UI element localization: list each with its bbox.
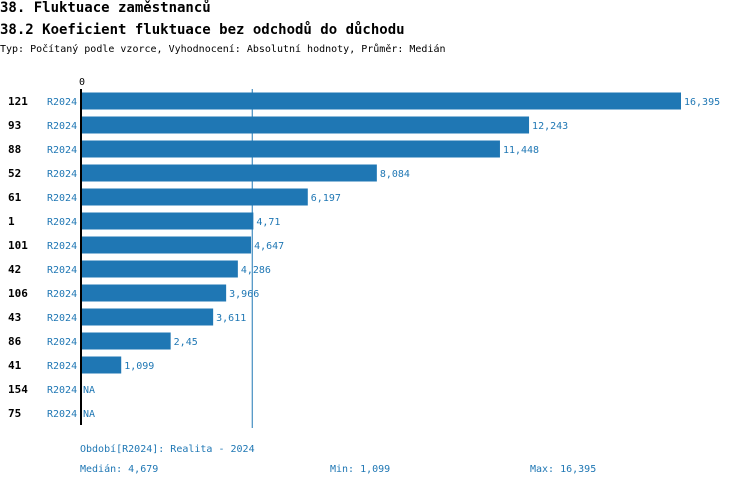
- bar: [81, 284, 227, 302]
- row-label: 42: [8, 263, 21, 276]
- x-tick-label: 0: [79, 77, 85, 88]
- row-label: 61: [8, 191, 22, 204]
- series-label: R2024: [47, 409, 77, 420]
- row-label: 86: [8, 335, 22, 348]
- value-label: NA: [83, 385, 95, 396]
- row-label: 1: [8, 215, 15, 228]
- bar: [81, 164, 377, 182]
- series-label: R2024: [47, 217, 77, 228]
- series-label: R2024: [47, 385, 77, 396]
- bar: [81, 260, 238, 278]
- min-label: Min: 1,099: [330, 464, 391, 475]
- value-label: 11,448: [503, 145, 539, 156]
- series-label: R2024: [47, 97, 77, 108]
- bar: [81, 212, 254, 230]
- value-label: 3,966: [229, 289, 259, 300]
- bar: [81, 236, 252, 254]
- bar: [81, 140, 500, 158]
- bar: [81, 92, 681, 110]
- row-label: 43: [8, 311, 21, 324]
- series-label: R2024: [47, 193, 77, 204]
- row-label: 52: [8, 167, 21, 180]
- row-label: 88: [8, 143, 21, 156]
- series-label: R2024: [47, 241, 77, 252]
- row-label: 154: [8, 383, 28, 396]
- value-label: 16,395: [684, 97, 720, 108]
- series-label: R2024: [47, 121, 77, 132]
- value-label: 8,084: [380, 169, 410, 180]
- median-label: Medián: 4,679: [80, 464, 159, 475]
- row-label: 41: [8, 359, 22, 372]
- row-label: 101: [8, 239, 28, 252]
- series-label: R2024: [47, 145, 77, 156]
- value-label: 3,611: [216, 313, 246, 324]
- series-label: R2024: [47, 265, 77, 276]
- bar: [81, 188, 308, 206]
- row-label: 75: [8, 407, 21, 420]
- chart-title: 38.2 Koeficient fluktuace bez odchodů do…: [0, 22, 405, 38]
- series-label: R2024: [47, 337, 77, 348]
- value-label: 6,197: [311, 193, 341, 204]
- row-label: 93: [8, 119, 21, 132]
- value-label: 12,243: [532, 121, 568, 132]
- bar: [81, 116, 530, 134]
- value-label: 4,71: [256, 217, 280, 228]
- value-label: 2,45: [174, 337, 198, 348]
- row-label: 106: [8, 287, 28, 300]
- bar: [81, 356, 122, 374]
- series-label: R2024: [47, 361, 77, 372]
- value-label: NA: [83, 409, 95, 420]
- bar: [81, 332, 171, 350]
- value-label: 1,099: [124, 361, 154, 372]
- bar: [81, 308, 214, 326]
- period-label: Období[R2024]: Realita - 2024: [80, 444, 255, 455]
- value-label: 4,647: [254, 241, 284, 252]
- series-label: R2024: [47, 313, 77, 324]
- series-label: R2024: [47, 289, 77, 300]
- value-label: 4,286: [241, 265, 271, 276]
- row-label: 121: [8, 95, 28, 108]
- page-title: 38. Fluktuace zaměstnanců: [0, 0, 211, 16]
- chart-description: Typ: Počítaný podle vzorce, Vyhodnocení:…: [0, 44, 446, 55]
- series-label: R2024: [47, 169, 77, 180]
- max-label: Max: 16,395: [530, 464, 597, 475]
